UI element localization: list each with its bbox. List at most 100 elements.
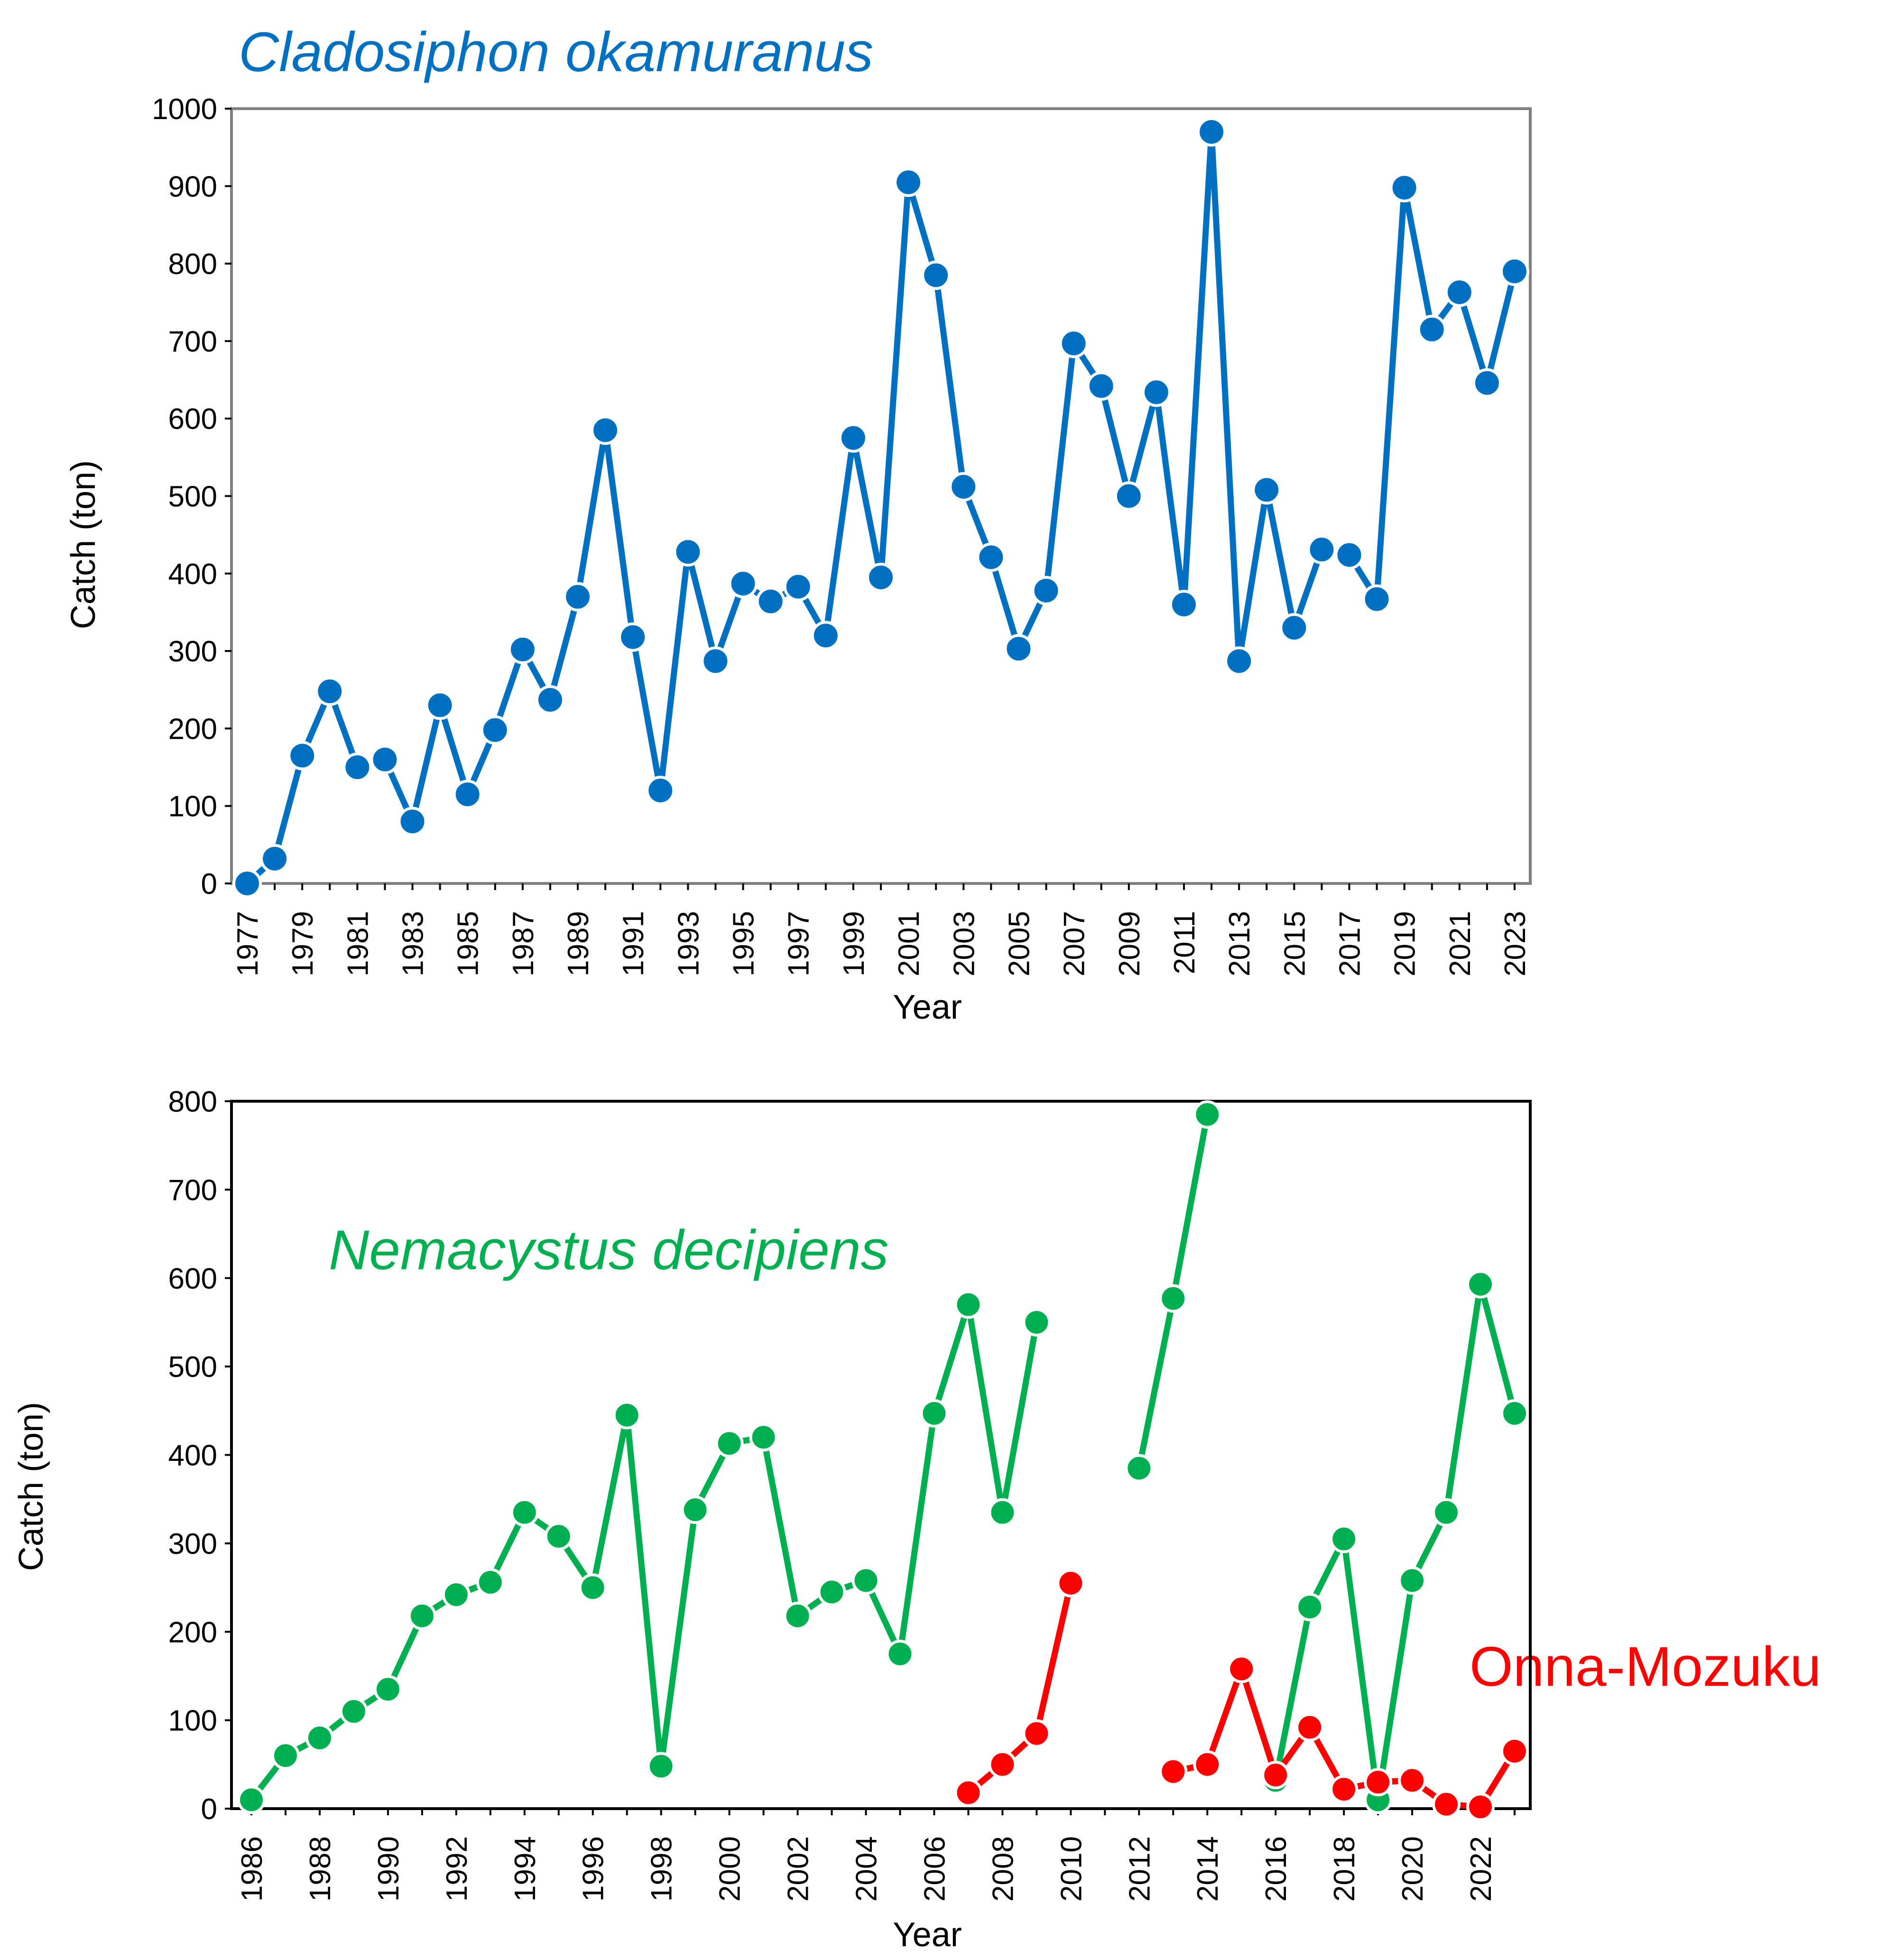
data-point-onna-mozuku — [1022, 1719, 1051, 1748]
data-point-cladosiphon-okamuranus — [287, 741, 317, 771]
y-tick-label: 300 — [168, 1528, 217, 1561]
x-tick-label: 2012 — [1123, 1836, 1156, 1902]
data-point-cladosiphon-okamuranus — [1086, 371, 1116, 401]
y-axis-ticks: 0 100 200 300 400 500 600 700 800 — [168, 1086, 231, 1826]
x-tick-label: 2011 — [1168, 911, 1201, 974]
y-tick-label: 900 — [168, 170, 217, 203]
x-tick-label: 2016 — [1260, 1836, 1293, 1902]
x-tick-label: 2017 — [1333, 911, 1366, 976]
data-point-cladosiphon-okamuranus — [425, 690, 455, 720]
x-tick-label: 1997 — [783, 911, 815, 976]
y-tick-label: 0 — [201, 868, 217, 901]
x-tick-label: 2007 — [1058, 911, 1091, 976]
data-point-cladosiphon-okamuranus — [1059, 328, 1089, 358]
x-tick-label: 2015 — [1278, 911, 1311, 976]
data-point-cladosiphon-okamuranus — [508, 634, 537, 664]
data-point-onna-mozuku — [1330, 1774, 1359, 1803]
x-tick-label: 2002 — [782, 1836, 815, 1902]
x-tick-label: 2021 — [1444, 911, 1477, 976]
data-point-nemacystus-decipiens — [373, 1675, 402, 1704]
data-point-onna-mozuku — [988, 1750, 1017, 1779]
data-point-cladosiphon-okamuranus — [728, 569, 758, 599]
data-point-cladosiphon-okamuranus — [342, 752, 372, 782]
data-point-cladosiphon-okamuranus — [838, 423, 868, 453]
x-tick-label: 1996 — [577, 1836, 610, 1902]
data-point-cladosiphon-okamuranus — [949, 472, 979, 502]
data-point-cladosiphon-okamuranus — [535, 685, 565, 715]
series-group — [237, 1100, 1529, 1821]
data-point-nemacystus-decipiens — [817, 1578, 846, 1607]
x-tick-label: 2018 — [1328, 1836, 1361, 1902]
y-tick-label: 100 — [168, 790, 217, 823]
data-point-cladosiphon-okamuranus — [1417, 315, 1447, 344]
data-point-nemacystus-decipiens — [954, 1290, 983, 1319]
data-point-cladosiphon-okamuranus — [1114, 481, 1144, 511]
x-tick-label: 1993 — [672, 911, 705, 976]
x-tick-label: 1983 — [397, 911, 430, 976]
series-group — [232, 117, 1529, 898]
series-label-nemacystus: Nemacystus decipiens — [329, 1219, 889, 1282]
data-point-cladosiphon-okamuranus — [232, 869, 262, 898]
data-point-nemacystus-decipiens — [1159, 1284, 1188, 1313]
x-tick-label: 2005 — [1003, 911, 1036, 976]
data-point-cladosiphon-okamuranus — [1444, 278, 1474, 307]
x-tick-label: 1990 — [372, 1836, 405, 1902]
data-point-onna-mozuku — [1466, 1793, 1495, 1821]
data-point-cladosiphon-okamuranus — [398, 807, 427, 836]
data-point-cladosiphon-okamuranus — [1334, 540, 1364, 570]
data-point-nemacystus-decipiens — [920, 1399, 949, 1428]
y-tick-label: 300 — [168, 635, 217, 668]
x-tick-label: 1977 — [231, 911, 264, 976]
y-tick-label: 200 — [168, 1616, 217, 1649]
data-point-cladosiphon-okamuranus — [260, 844, 290, 873]
data-point-nemacystus-decipiens — [612, 1401, 641, 1430]
data-point-nemacystus-decipiens — [578, 1573, 607, 1602]
data-point-cladosiphon-okamuranus — [315, 677, 345, 706]
data-point-nemacystus-decipiens — [510, 1498, 539, 1527]
data-point-cladosiphon-okamuranus — [701, 646, 730, 676]
x-tick-label: 1981 — [342, 911, 374, 976]
data-point-nemacystus-decipiens — [647, 1752, 675, 1781]
data-point-nemacystus-decipiens — [1125, 1454, 1154, 1483]
data-point-cladosiphon-okamuranus — [976, 542, 1006, 572]
x-tick-label: 2023 — [1499, 911, 1532, 976]
y-tick-label: 100 — [168, 1705, 217, 1737]
data-point-cladosiphon-okamuranus — [370, 744, 400, 774]
data-point-nemacystus-decipiens — [1500, 1399, 1529, 1428]
data-point-cladosiphon-okamuranus — [1141, 377, 1171, 407]
plot-frame — [230, 1100, 1532, 1810]
y-tick-label: 500 — [168, 481, 217, 513]
y-tick-label: 600 — [168, 1263, 217, 1295]
y-axis-ticks: 0 100 200 300 400 500 600 700 800 900 1000 — [152, 93, 231, 901]
y-axis-title: Catch (ton) — [12, 1402, 50, 1571]
data-point-nemacystus-decipiens — [749, 1423, 778, 1452]
data-point-nemacystus-decipiens — [1330, 1524, 1359, 1553]
x-tick-label: 2004 — [851, 1836, 883, 1902]
x-tick-label: 2000 — [714, 1836, 747, 1902]
y-tick-label: 400 — [168, 558, 217, 591]
data-point-nemacystus-decipiens — [237, 1785, 266, 1814]
data-point-cladosiphon-okamuranus — [646, 776, 675, 806]
x-tick-label: 1994 — [509, 1836, 542, 1902]
data-point-nemacystus-decipiens — [1398, 1566, 1427, 1595]
data-point-cladosiphon-okamuranus — [783, 572, 813, 602]
x-tick-label: 1985 — [452, 911, 485, 976]
x-tick-label: 1995 — [728, 911, 760, 976]
data-point-nemacystus-decipiens — [407, 1601, 436, 1630]
y-tick-label: 200 — [168, 713, 217, 745]
x-tick-label: 1992 — [441, 1836, 473, 1902]
x-axis-ticks: 1986 1988 1990 1992 1994 1996 1998 2000 2002 2004… — [236, 1809, 1516, 1902]
x-tick-label: 2006 — [918, 1836, 951, 1902]
data-point-cladosiphon-okamuranus — [453, 780, 482, 809]
data-point-nemacystus-decipiens — [988, 1498, 1017, 1527]
data-point-cladosiphon-okamuranus — [1500, 256, 1529, 286]
data-point-onna-mozuku — [1432, 1790, 1461, 1819]
x-tick-label: 1989 — [562, 911, 595, 976]
x-tick-label: 2022 — [1465, 1836, 1498, 1902]
data-point-onna-mozuku — [954, 1778, 983, 1807]
data-point-nemacystus-decipiens — [339, 1697, 368, 1726]
data-point-cladosiphon-okamuranus — [563, 582, 593, 612]
x-axis-title: Year — [893, 1916, 962, 1954]
x-tick-label: 1987 — [507, 911, 540, 976]
data-point-cladosiphon-okamuranus — [618, 622, 648, 652]
